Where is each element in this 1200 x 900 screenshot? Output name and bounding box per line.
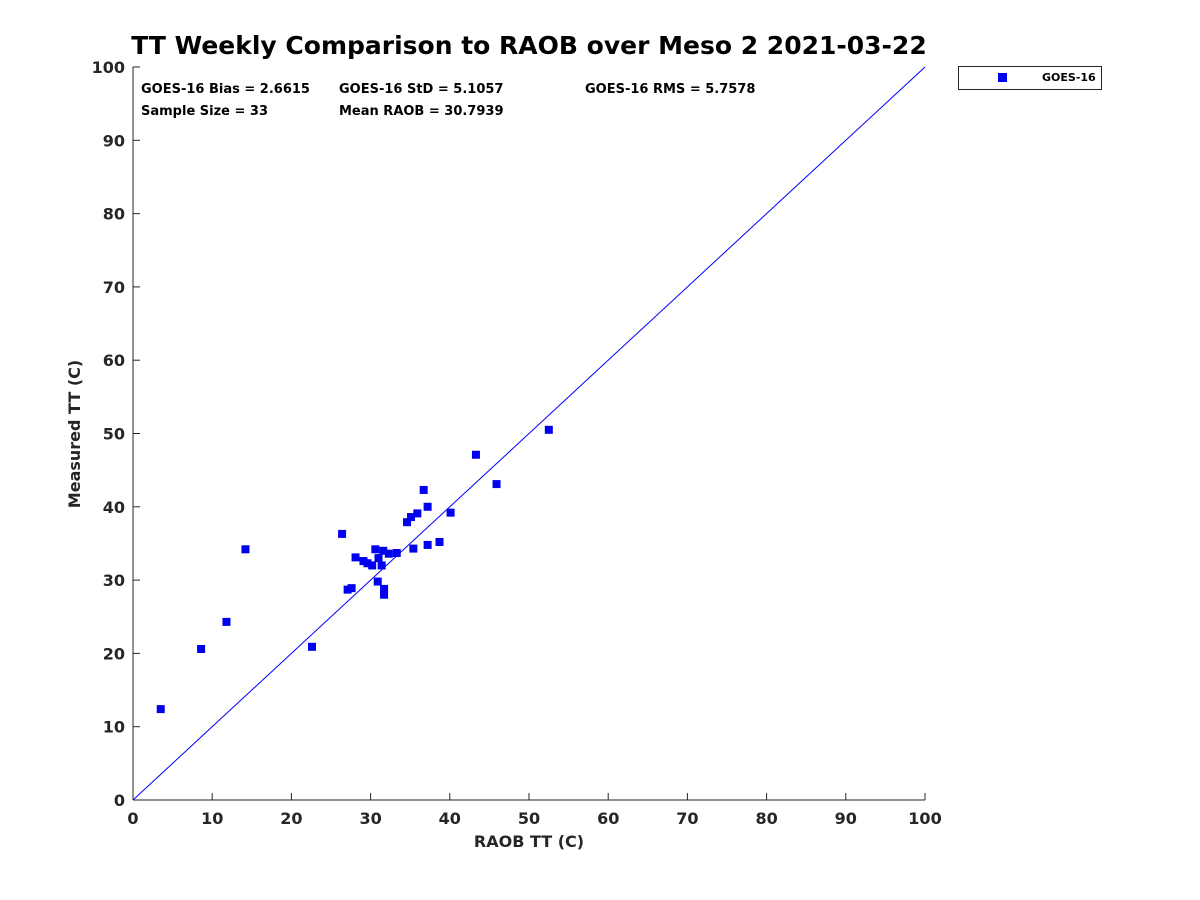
data-point [419,485,428,494]
y-tick-label: 50 [103,425,125,444]
data-point [435,537,444,546]
x-tick-label: 30 [359,809,381,828]
y-tick-label: 40 [103,498,125,517]
x-tick-label: 40 [439,809,461,828]
legend-entry-goes-16: GOES-16 [1042,71,1096,84]
data-point [338,529,347,538]
x-tick-label: 80 [755,809,777,828]
data-point [379,546,388,555]
data-point [351,553,360,562]
stat-bias: GOES-16 Bias = 2.6615 [141,82,310,97]
legend-marker-square [998,73,1007,82]
y-tick-label: 20 [103,644,125,663]
x-axis-ticks: 0 10 20 30 40 50 60 70 80 90 100 [127,793,942,828]
data-point [446,508,455,517]
y-axis-ticks: 0 10 20 30 40 50 60 70 80 90 100 [92,58,140,810]
legend: GOES-16 [958,66,1102,90]
data-point [241,545,250,554]
data-point [380,584,389,593]
stat-mean-raob: Mean RAOB = 30.7939 [339,104,504,119]
data-point [403,518,412,527]
y-tick-label: 100 [92,58,125,77]
data-point [423,502,432,511]
data-point [371,545,380,554]
data-point [380,590,389,599]
chart-title: TT Weekly Comparison to RAOB over Meso 2… [131,31,926,60]
data-point [544,425,553,434]
data-point [197,645,206,654]
y-tick-label: 80 [103,205,125,224]
data-point [363,559,372,568]
data-point [492,480,501,489]
y-tick-label: 0 [114,791,125,810]
data-point [368,561,377,570]
x-tick-label: 90 [835,809,857,828]
plot-area: 0 10 20 30 40 50 60 70 80 90 100 0 10 20 30 40 50 60 70 80… [92,58,942,828]
data-point [406,513,415,522]
x-tick-label: 100 [908,809,941,828]
x-tick-label: 60 [597,809,619,828]
stats-box: GOES-16 Bias = 2.6615 GOES-16 StD = 5.10… [141,82,755,119]
x-tick-label: 70 [676,809,698,828]
stat-rms: GOES-16 RMS = 5.7578 [585,82,755,97]
stat-sample-size: Sample Size = 33 [141,104,268,119]
data-point [409,544,418,553]
one-to-one-reference-line [132,66,926,801]
x-tick-label: 10 [201,809,223,828]
data-point [423,540,432,549]
data-points [156,425,553,714]
x-tick-label: 20 [280,809,302,828]
data-point [384,549,393,558]
legend-box [958,66,1102,90]
y-tick-label: 30 [103,571,125,590]
y-tick-label: 70 [103,278,125,297]
y-tick-label: 60 [103,351,125,370]
y-axis-label: Measured TT (C) [65,360,84,508]
data-point [347,584,356,593]
x-axis-label: RAOB TT (C) [474,832,584,851]
data-point [392,548,401,557]
data-point [374,554,383,563]
data-point [307,642,316,651]
x-tick-label: 50 [518,809,540,828]
y-tick-label: 90 [103,131,125,150]
data-point [377,561,386,570]
stat-std: GOES-16 StD = 5.1057 [339,82,503,97]
data-point [413,509,422,518]
y-tick-label: 10 [103,718,125,737]
data-point [156,705,165,714]
data-point [222,617,231,626]
data-point [471,450,480,459]
data-point [373,577,382,586]
x-tick-label: 0 [127,809,138,828]
